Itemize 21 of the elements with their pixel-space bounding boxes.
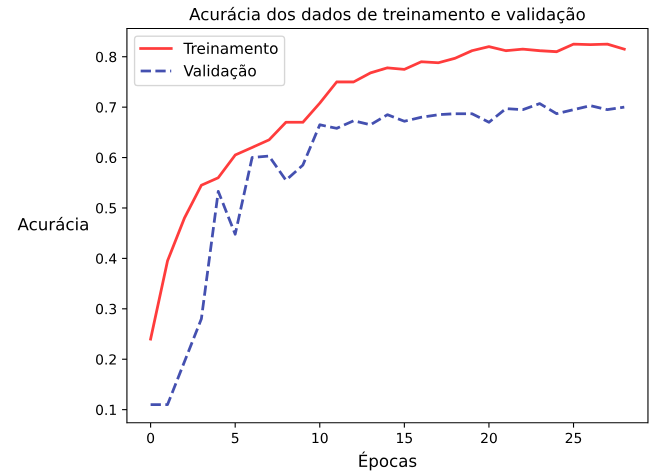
line-series [149, 102, 626, 406]
y-axis-title: Acurácia [18, 216, 88, 230]
x-tick-label: 5 [232, 432, 238, 444]
y-tick-label: 0.8 [96, 52, 116, 62]
y-tick-label: 0.1 [96, 404, 116, 416]
x-tick-label: 10 [312, 432, 328, 444]
x-axis-title: Épocas [359, 451, 416, 470]
chart-title: Acurácia dos dados de treinamento e validação [189, 6, 585, 24]
x-tick-label: 15 [397, 432, 412, 444]
y-tick-label: 0.4 [96, 253, 116, 264]
y-tick-label: 0.7 [96, 102, 116, 113]
line-series [149, 42, 626, 340]
x-tick-label: 0 [147, 432, 154, 444]
y-tick-label: 0.6 [96, 152, 116, 164]
y-tick-label: 0.3 [96, 304, 116, 314]
y-tick-label: 0.5 [96, 202, 116, 214]
x-tick-label: 20 [481, 432, 497, 444]
y-tick-label: 0.2 [96, 354, 116, 365]
x-tick-label: 25 [566, 432, 582, 444]
legend-label: Validação [184, 64, 256, 80]
legend-label: Treinamento [183, 42, 278, 54]
